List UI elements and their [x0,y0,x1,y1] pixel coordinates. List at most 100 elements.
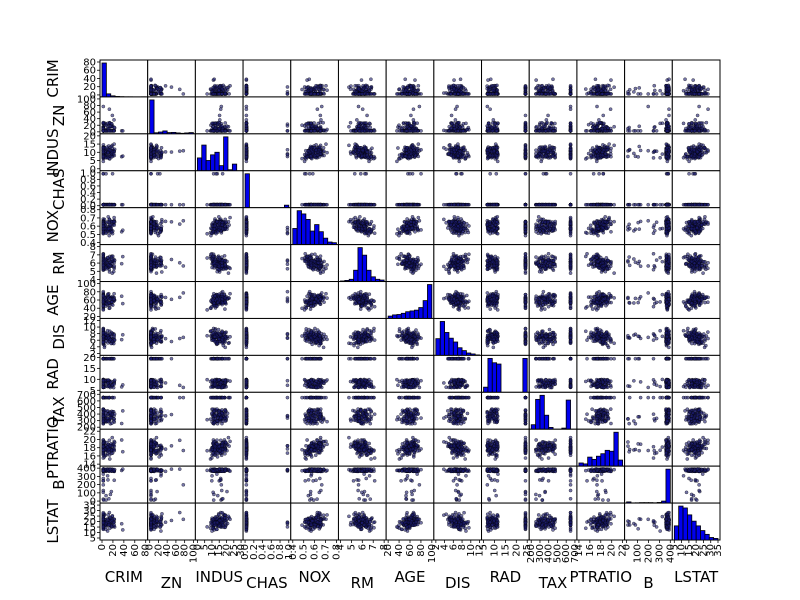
scatter-point [369,78,372,81]
scatter-point [490,84,493,87]
panel-grid [100,60,720,540]
scatter-point [413,121,416,124]
scatter-point [182,92,185,95]
scatter-point [690,88,693,91]
scatter-point [286,148,289,151]
scatter-point [178,150,181,153]
scatter-point [159,89,162,92]
scatter-point [595,105,598,108]
scatter-point [666,121,669,124]
scatter-point [409,114,412,117]
scatter-point [369,126,372,129]
scatter-point [652,92,655,95]
panel-crim-vs-chas [243,60,291,97]
scatter-point [360,78,363,81]
scatter-point [698,129,701,132]
scatter-point [486,124,489,127]
panel-crim-vs-ptratio [577,60,625,97]
scatter-point [595,126,598,129]
scatter-point [592,122,595,125]
scatter-point [170,86,173,89]
panel-crim-vs-rm [338,60,386,97]
scatter-point [596,92,599,95]
scatter-point [655,129,658,132]
scatter-point [245,129,248,132]
scatter-point [416,151,419,154]
scatter-point [354,143,357,146]
scatter-point [121,129,124,132]
scatter-point [325,151,328,154]
scatter-point [687,129,690,132]
scatter-point [414,154,417,157]
panel-frame [148,97,196,134]
scatter-point [687,122,690,125]
scatter-point [464,89,467,92]
scatter-point [486,92,489,95]
scatter-point [368,89,371,92]
panel-indus-vs-zn [148,134,196,171]
scatter-point [325,128,328,131]
scatter-point [349,129,352,132]
scatter-point [706,92,709,95]
scatter-point [462,146,465,149]
scatter-point [489,108,492,111]
scatter-point [700,124,703,127]
histogram-bar [197,158,201,171]
scatter-point [491,92,494,95]
scatter-point [221,124,224,127]
scatter-point [706,129,709,132]
scatter-point [355,156,358,159]
scatter-point [602,114,605,117]
histogram-bar [215,152,219,171]
scatter-point [112,152,115,155]
scatter-point [319,129,322,132]
scatter-point [300,88,303,91]
histogram-bar [232,164,236,171]
scatter-point [358,146,361,149]
scatter-point [601,92,604,95]
scatter-point [357,124,360,127]
scatter-point [400,154,403,157]
scatter-point [692,78,695,81]
panel-crim-vs-dis [434,60,482,97]
scatter-point [210,122,213,125]
scatter-point [569,108,572,111]
scatter-point [102,155,105,158]
scatter-point [306,92,309,95]
scatter-point [457,146,460,149]
scatter-point [450,114,453,117]
histogram-bar [150,100,154,134]
scatter-point [315,87,318,90]
scatter-point [465,128,468,131]
scatter-point [310,148,313,151]
panel-frame [243,60,291,97]
scatter-point [538,92,541,95]
scatter-point [365,114,368,117]
scatter-point [164,150,167,153]
scatter-point [706,108,709,111]
scatter-point [149,84,152,87]
scatter-point [492,87,495,90]
scatter-point [313,129,316,132]
scatter-point [361,149,364,152]
scatter-point [305,122,308,125]
scatter-point [225,125,228,128]
scatter-point [361,108,364,111]
scatter-point [222,84,225,87]
scatter-point [454,118,457,121]
scatter-point [216,129,219,132]
panel-zn-vs-nox [291,97,339,134]
scatter-point [647,92,650,95]
panel-zn-vs-ptratio [577,97,625,134]
scatter-point [419,92,422,95]
scatter-point [368,122,371,125]
scatter-point [442,146,445,149]
scatter-point [182,149,185,152]
scatter-point [417,143,420,146]
scatter-point [309,122,312,125]
scatter-point [313,154,316,157]
scatter-point [414,129,417,132]
scatter-point [452,124,455,127]
scatter-point [245,114,248,117]
scatter-point [705,121,708,124]
